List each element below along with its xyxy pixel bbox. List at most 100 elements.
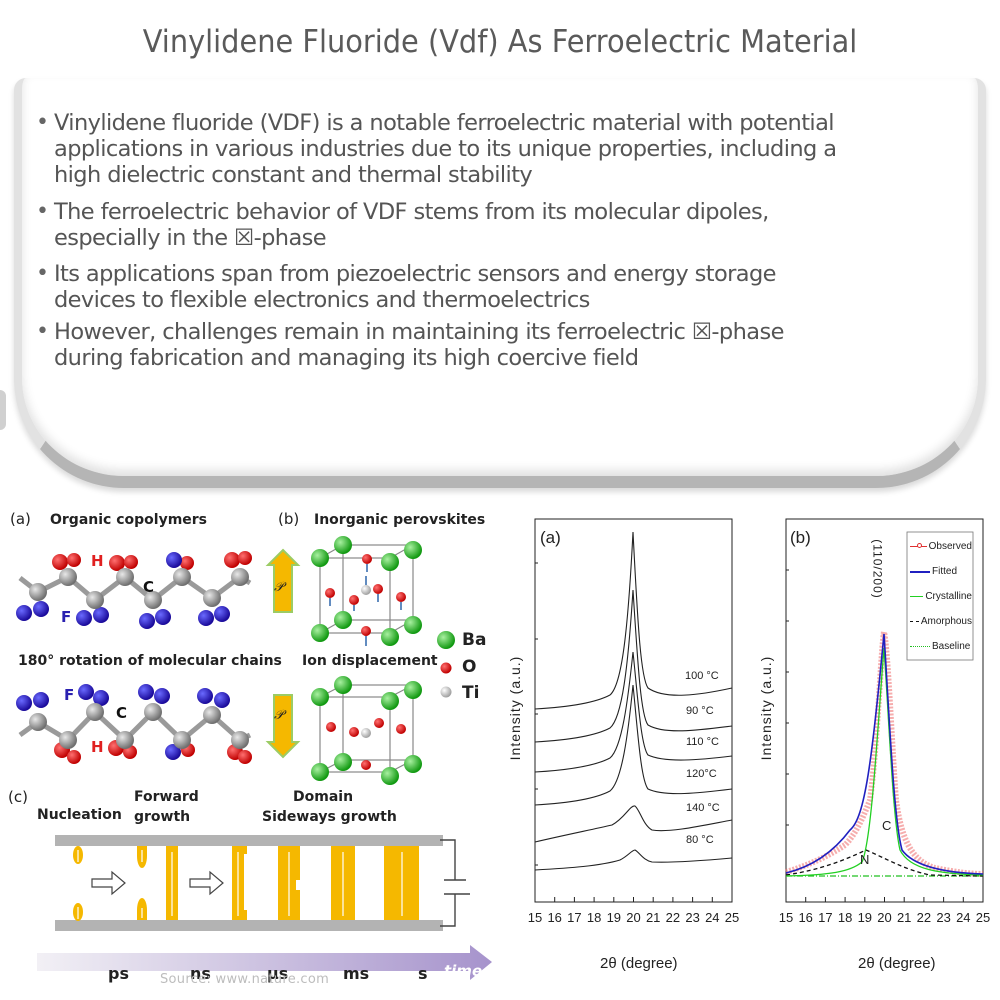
chart-a-y-axis-label: Intensity (a.u.) bbox=[507, 655, 523, 761]
bullet-line: However, challenges remain in maintainin… bbox=[54, 319, 784, 345]
peak-annotation: (110/200) bbox=[870, 539, 885, 599]
chart-a-panel-label: (a) bbox=[540, 528, 561, 547]
time-ps: ps bbox=[108, 964, 129, 983]
ion-displacement-caption: Ion displacement bbox=[302, 653, 438, 669]
atom-label-c-bottom: C bbox=[116, 704, 128, 722]
bullet-dot-icon: • bbox=[36, 110, 49, 135]
legend-label-ti: Ti bbox=[462, 683, 480, 703]
amorphous-swatch-icon bbox=[910, 621, 919, 622]
svg-text:21: 21 bbox=[646, 910, 660, 925]
region-label-c: C bbox=[882, 818, 892, 833]
stage-nucleation: Nucleation bbox=[37, 807, 122, 823]
stage-forward-line1: Forward bbox=[134, 789, 199, 805]
atom-label-c: C bbox=[143, 578, 155, 596]
svg-text:24: 24 bbox=[956, 910, 970, 925]
svg-text:25: 25 bbox=[976, 910, 990, 925]
panel-b-label: (b) bbox=[278, 510, 300, 528]
svg-text:18: 18 bbox=[838, 910, 852, 925]
bullet-dot-icon: • bbox=[36, 319, 49, 344]
bullet-line: applications in various industries due t… bbox=[54, 136, 837, 162]
chart-a-x-axis-label: 2θ (degree) bbox=[600, 955, 678, 972]
observed-swatch-icon bbox=[910, 543, 927, 548]
bullet-line: during fabrication and managing its high… bbox=[54, 345, 639, 371]
ti-legend-icon bbox=[440, 686, 452, 698]
stage-domain-line2: Sideways growth bbox=[262, 809, 397, 825]
page-title: Vinylidene Fluoride (Vdf) As Ferroelectr… bbox=[142, 24, 858, 60]
svg-text:22: 22 bbox=[917, 910, 931, 925]
svg-text:17: 17 bbox=[818, 910, 832, 925]
time-ms: ms bbox=[343, 964, 370, 983]
polarization-symbol-bottom: 𝒫 bbox=[274, 708, 284, 723]
legend-label-crystalline: Crystalline bbox=[925, 591, 972, 602]
time-us: µs bbox=[267, 964, 289, 983]
xrd-chart-b: 15 16 17 18 19 20 21 22 23 24 25 (b) (110/200) … bbox=[750, 500, 1000, 1000]
bullet-line: high dielectric constant and thermal sta… bbox=[54, 162, 533, 188]
polarization-up-arrow bbox=[265, 548, 301, 613]
svg-text:16: 16 bbox=[547, 910, 561, 925]
time-s: s bbox=[418, 964, 428, 983]
bullet-line: The ferroelectric behavior of VDF stems … bbox=[54, 199, 769, 225]
svg-text:23: 23 bbox=[936, 910, 950, 925]
svg-text:20: 20 bbox=[877, 910, 891, 925]
xrd-chart-a: 15 16 17 18 19 20 21 22 23 24 25 (a) 100 °C 90 … bbox=[500, 500, 750, 1000]
panel-a-title: Organic copolymers bbox=[50, 512, 208, 528]
svg-text:20: 20 bbox=[626, 910, 640, 925]
chart-b-x-axis-label: 2θ (degree) bbox=[858, 955, 936, 972]
card-edge-decoration bbox=[0, 390, 6, 430]
legend-item-crystalline: Crystalline bbox=[910, 584, 972, 609]
series-label-140c: 140 °C bbox=[686, 802, 720, 814]
chart-b-legend: Observed Fitted Crystalline Amorphous Ba… bbox=[910, 534, 972, 659]
svg-text:19: 19 bbox=[858, 910, 872, 925]
top-chain bbox=[18, 573, 252, 604]
ba-legend-icon bbox=[437, 631, 455, 649]
svg-text:25: 25 bbox=[725, 910, 739, 925]
bullet-dot-icon: • bbox=[36, 199, 49, 224]
rotation-caption: 180° rotation of molecular chains bbox=[18, 653, 282, 669]
atom-label-h: H bbox=[91, 552, 104, 570]
baseline-swatch-icon bbox=[910, 646, 930, 647]
svg-text:19: 19 bbox=[607, 910, 621, 925]
series-label-110c: 110 °C bbox=[686, 736, 719, 748]
legend-label-ba: Ba bbox=[462, 630, 487, 650]
bullet-item: • The ferroelectric behavior of VDF stem… bbox=[30, 199, 980, 251]
legend-item-observed: Observed bbox=[910, 534, 972, 559]
source-credit: Source: www.nature.com bbox=[160, 972, 330, 987]
legend-label-observed: Observed bbox=[928, 541, 972, 552]
panel-a-label: (a) bbox=[10, 510, 31, 528]
chart-a-x-tick-labels: 15 16 17 18 19 20 21 22 23 24 25 bbox=[528, 910, 739, 925]
bullet-line: especially in the ☒-phase bbox=[54, 225, 327, 251]
bullet-line: Vinylidene fluoride (VDF) is a notable f… bbox=[54, 110, 835, 136]
legend-item-fitted: Fitted bbox=[910, 559, 972, 584]
svg-text:17: 17 bbox=[567, 910, 581, 925]
atom-label-f-bottom: F bbox=[64, 686, 75, 704]
svg-text:16: 16 bbox=[798, 910, 812, 925]
stage-forward-line2: growth bbox=[134, 809, 191, 825]
time-ns: ns bbox=[190, 964, 211, 983]
molecular-chain-diagram bbox=[16, 536, 455, 785]
bullet-list: • Vinylidene fluoride (VDF) is a notable… bbox=[30, 110, 980, 380]
svg-text:21: 21 bbox=[897, 910, 911, 925]
ferroelectric-mechanism-figure: (a) Organic copolymers (b) Inorganic per… bbox=[0, 500, 500, 1000]
stage-domain-line1: Domain bbox=[293, 789, 354, 805]
polarization-symbol-top: 𝒫 bbox=[274, 580, 284, 595]
legend-label-o: O bbox=[462, 657, 477, 677]
o-legend-icon bbox=[440, 662, 452, 674]
domain-growth-diagram bbox=[37, 835, 492, 980]
svg-text:23: 23 bbox=[685, 910, 699, 925]
polarization-down-arrow bbox=[265, 694, 301, 759]
fitted-swatch-icon bbox=[910, 570, 930, 573]
svg-text:18: 18 bbox=[587, 910, 601, 925]
bullet-dot-icon: • bbox=[36, 261, 49, 286]
bullet-item: • However, challenges remain in maintain… bbox=[30, 319, 980, 371]
bullet-line: Its applications span from piezoelectric… bbox=[54, 261, 776, 287]
crystalline-swatch-icon bbox=[910, 596, 924, 597]
chart-b-x-tick-labels: 15 16 17 18 19 20 21 22 23 24 25 bbox=[779, 910, 990, 925]
region-label-n: N bbox=[860, 852, 870, 867]
legend-label-baseline: Baseline bbox=[932, 641, 971, 652]
series-label-80c: 80 °C bbox=[686, 834, 714, 846]
svg-text:22: 22 bbox=[666, 910, 680, 925]
series-label-90c: 90 °C bbox=[686, 705, 714, 717]
series-label-120c: 120°C bbox=[686, 768, 717, 780]
legend-item-amorphous: Amorphous bbox=[910, 609, 972, 634]
chart-b-y-axis-label: Intensity (a.u.) bbox=[758, 655, 774, 761]
